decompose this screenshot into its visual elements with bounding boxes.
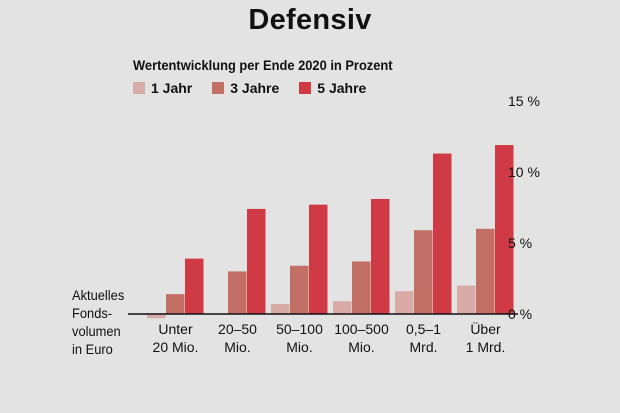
legend-swatch-5-jahre xyxy=(299,82,312,94)
x-tick-label: 50–100 xyxy=(276,321,323,337)
y-tick-label: 5 % xyxy=(508,235,532,251)
legend-swatch-1-jahr xyxy=(133,82,145,94)
legend-item-5-jahre: 5 Jahre xyxy=(299,80,366,96)
x-axis-title-line: in Euro xyxy=(72,341,113,357)
x-tick-label: 1 Mrd. xyxy=(466,339,506,355)
bar xyxy=(309,204,328,314)
legend: 1 Jahr 3 Jahre 5 Jahre xyxy=(133,80,366,96)
x-axis-title-line: Fonds- xyxy=(72,305,113,321)
bar xyxy=(395,291,414,314)
bar xyxy=(352,261,371,314)
bar xyxy=(147,314,166,319)
y-tick-label: 15 % xyxy=(508,93,540,109)
x-tick-label: Mio. xyxy=(224,339,250,355)
chart-subtitle: Wertentwicklung per Ende 2020 in Prozent xyxy=(133,57,393,73)
x-axis-title-line: Aktuelles xyxy=(72,287,125,303)
bar xyxy=(371,198,390,314)
bar xyxy=(271,304,290,314)
bar xyxy=(433,153,452,314)
x-tick-label: Mrd. xyxy=(410,339,438,355)
x-tick-label: Unter xyxy=(158,321,193,337)
bar xyxy=(247,208,266,314)
legend-label-3-jahre: 3 Jahre xyxy=(230,80,280,96)
legend-item-3-jahre: 3 Jahre xyxy=(212,80,279,96)
x-tick-label: 0,5–1 xyxy=(406,321,441,337)
bar xyxy=(476,228,495,314)
x-tick-label: Mio. xyxy=(286,339,312,355)
x-axis-title-line: volumen xyxy=(72,323,121,339)
x-tick-label: Über xyxy=(470,320,501,337)
y-tick-label: 0 % xyxy=(508,306,532,322)
x-tick-label: Mio. xyxy=(348,339,374,355)
bar xyxy=(495,145,514,314)
bar xyxy=(290,265,309,314)
x-axis-title: Aktuelles Fonds- volumen in Euro xyxy=(72,286,129,358)
x-tick-label: 100–500 xyxy=(334,321,389,337)
bar xyxy=(457,285,476,314)
bar xyxy=(228,271,247,314)
bar xyxy=(185,258,204,314)
x-tick-label: 20–50 xyxy=(218,321,257,337)
legend-label-5-jahre: 5 Jahre xyxy=(317,80,367,96)
bar xyxy=(333,301,352,314)
chart-title: Defensiv xyxy=(248,4,372,36)
legend-swatch-3-jahre xyxy=(212,82,225,94)
legend-label-1-jahr: 1 Jahr xyxy=(151,80,193,96)
y-tick-label: 10 % xyxy=(508,164,540,180)
bar xyxy=(414,230,433,314)
legend-item-1-jahr: 1 Jahr xyxy=(133,80,192,96)
x-tick-label: 20 Mio. xyxy=(153,339,199,355)
bar xyxy=(166,294,185,314)
